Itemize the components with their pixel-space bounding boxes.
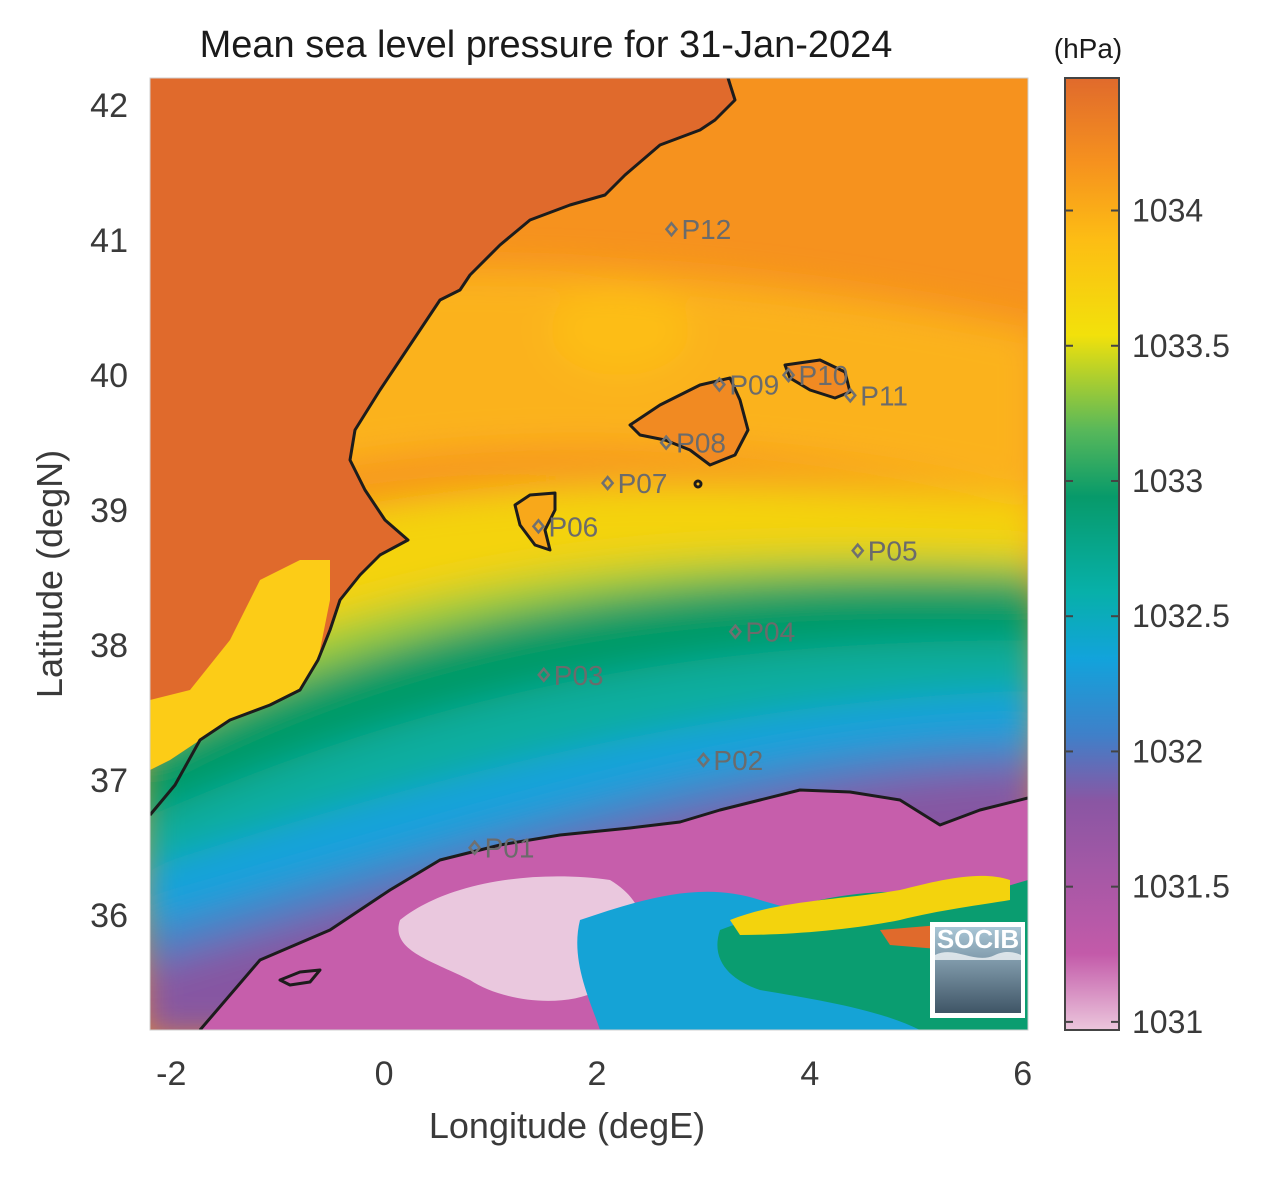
coastline-islet [278,968,322,987]
land-coast-yellow [150,560,330,770]
band-lime [150,555,1028,745]
y-tick-label: 40 [90,357,128,395]
station-label: P05 [868,536,918,567]
coastlines [150,78,1028,1030]
island-mallorca [630,378,748,465]
band-blue [150,690,1028,928]
colorbar-tick-label: 1033.5 [1132,328,1230,364]
colorbar-tick-label: 1032.5 [1132,598,1230,634]
colorbar-ticks: 1031 1031.5 1032 1032.5 1033 1033.5 1034 [1065,193,1230,1040]
station-label: P03 [554,660,604,691]
y-tick-label: 39 [90,492,128,530]
x-axis-ticks: -2 0 2 4 6 [156,1055,1032,1093]
x-axis-label: Longitude (degE) [429,1105,705,1146]
station-label: P06 [548,511,598,542]
coastline-ibiza [513,491,557,552]
y-tick-label: 42 [90,87,128,125]
station-marker-icon[interactable] [531,518,546,535]
coastline-menorca [783,358,852,400]
coastline-africa [198,788,1028,1030]
station-label: P08 [676,428,726,459]
x-tick-label: 0 [375,1055,394,1093]
station-marker-icon[interactable] [781,367,796,384]
station-label: P11 [860,380,908,411]
y-axis-label: Latitude (degN) [29,450,70,698]
plot-frame [149,77,1029,1031]
x-tick-label: 4 [800,1055,819,1093]
colorbar-tick-label: 1033 [1132,463,1203,499]
coastline-cabrera [693,479,703,489]
logo-text: SOCIB [937,924,1019,954]
station-label: P07 [618,468,668,499]
station-label: P04 [745,617,795,648]
station-label: P12 [681,214,731,245]
colorbar-gradient [1064,77,1120,1031]
station-marker-icon[interactable] [851,542,865,559]
x-tick-label: -2 [156,1055,186,1093]
band-steel-blue [150,740,1028,968]
y-tick-label: 38 [90,627,128,665]
station-marker-icon[interactable] [696,751,711,768]
station-label: P02 [713,745,763,776]
logo-wave-icon [935,951,1021,960]
land-africa-yellow [730,875,1010,935]
socib-logo: SOCIB [930,922,1025,1018]
colorbar-tick-label: 1034 [1132,193,1203,229]
station-label: P10 [799,360,849,391]
island-menorca [785,360,850,398]
station-marker-icon[interactable] [659,434,673,451]
band-teal [150,640,1028,867]
y-tick-label: 37 [90,762,128,800]
colorbar: 1031 1031.5 1032 1032.5 1033 1033.5 1034 (hPa) [1054,33,1230,1040]
station-label: P09 [729,370,779,401]
x-tick-label: 2 [588,1055,607,1093]
station-marker-icon[interactable] [843,387,857,404]
y-tick-label: 36 [90,897,128,935]
x-tick-label: 6 [1013,1055,1032,1093]
station-marker-icon[interactable] [664,221,679,238]
station-marker-icon[interactable] [467,839,482,856]
station-marker-icon[interactable] [728,623,742,640]
coastline-iberia [150,78,737,816]
y-axis-ticks: 36 37 38 39 40 41 42 [90,87,128,935]
high-center [550,285,690,375]
y-tick-label: 41 [90,222,128,260]
station-marker-icon[interactable] [600,475,615,492]
chart-title: Mean sea level pressure for 31-Jan-2024 [200,24,893,66]
colorbar-tick-label: 1032 [1132,733,1203,769]
logo-background [935,927,1021,1013]
station-label: P01 [485,833,535,864]
colorbar-unit: (hPa) [1054,33,1122,64]
colorbar-tick-label: 1031.5 [1132,869,1230,905]
station-marker-icon[interactable] [712,376,726,393]
band-green [150,578,1028,816]
coastline-mallorca [628,376,750,467]
station-marker-icon[interactable] [537,666,551,683]
plot-area [150,78,1028,1030]
colorbar-tick-label: 1031 [1132,1004,1203,1040]
